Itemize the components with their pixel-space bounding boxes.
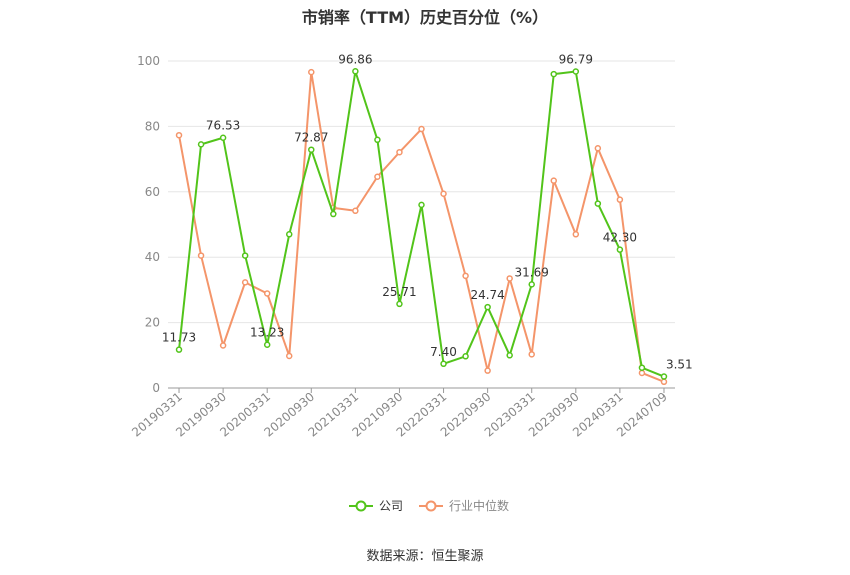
- data-point: [418, 125, 425, 133]
- y-tick-label: 60: [145, 185, 160, 199]
- legend-swatch-marker: [425, 500, 437, 512]
- data-point: [219, 134, 227, 141]
- data-point: [440, 360, 447, 368]
- data-point: [638, 364, 646, 371]
- data-point: [572, 68, 580, 75]
- data-label: 42.30: [603, 231, 637, 245]
- data-point: [219, 342, 227, 349]
- series-lines: [175, 68, 668, 386]
- data-point: [616, 246, 624, 253]
- data-point: [396, 148, 403, 156]
- data-point: [616, 196, 624, 203]
- data-point: [550, 70, 558, 78]
- y-tick-label: 0: [152, 381, 160, 395]
- data-label: 7.40: [430, 345, 457, 359]
- data-point: [506, 275, 513, 282]
- data-point: [263, 290, 271, 297]
- data-point: [550, 177, 558, 184]
- data-point: [374, 173, 381, 181]
- y-tick-label: 100: [137, 54, 160, 68]
- data-point: [528, 281, 535, 288]
- data-point: [175, 131, 183, 139]
- y-tick-label: 20: [145, 316, 160, 330]
- y-tick-label: 40: [145, 250, 160, 264]
- data-point: [308, 146, 315, 153]
- data-point: [484, 303, 491, 311]
- chart-title: 市销率（TTM）历史百分位（%）: [301, 8, 549, 27]
- data-label: 24.74: [470, 288, 504, 302]
- source-note: 数据来源：恒生聚源: [366, 549, 484, 564]
- data-point: [594, 200, 602, 207]
- data-point: [263, 341, 271, 348]
- data-point: [285, 352, 293, 360]
- data-label: 11.73: [162, 331, 196, 345]
- data-labels: 11.73 76.53 13.23 72.87 96.86 25.71 7.40 24.74 3…: [162, 52, 693, 371]
- data-point: [660, 373, 668, 380]
- data-label: 72.87: [294, 131, 328, 145]
- x-axis: 2019033120190930202003312020093020210331…: [129, 387, 675, 440]
- data-point: [462, 353, 469, 360]
- data-point: [197, 252, 205, 259]
- data-point: [660, 378, 668, 386]
- data-point: [572, 231, 580, 238]
- data-label: 13.23: [250, 326, 284, 340]
- data-point: [285, 231, 293, 238]
- data-point: [594, 145, 602, 152]
- data-point: [175, 346, 183, 353]
- legend-item[interactable]: 行业中位数: [419, 498, 509, 513]
- data-label: 96.79: [559, 52, 593, 66]
- data-point: [396, 300, 403, 308]
- data-label: 96.86: [338, 52, 372, 66]
- data-point: [484, 367, 491, 374]
- data-label: 76.53: [206, 119, 240, 133]
- data-point: [440, 190, 447, 198]
- data-label: 31.69: [515, 265, 549, 279]
- data-label: 3.51: [666, 358, 693, 372]
- legend-label: 公司: [379, 499, 403, 513]
- y-tick-label: 80: [145, 119, 160, 133]
- data-point: [418, 201, 425, 209]
- data-point: [330, 210, 337, 218]
- data-point: [506, 352, 513, 359]
- data-point: [241, 252, 249, 259]
- data-point: [528, 351, 535, 358]
- data-point: [241, 279, 249, 286]
- data-point: [352, 68, 359, 75]
- data-point: [374, 136, 381, 144]
- data-label: 25.71: [382, 285, 416, 299]
- legend-label: 行业中位数: [449, 498, 509, 513]
- y-axis: 0 20 40 60 80 100: [137, 54, 160, 395]
- data-point: [462, 272, 469, 280]
- data-point: [308, 68, 315, 76]
- legend-item[interactable]: 公司: [349, 499, 403, 513]
- legend[interactable]: 公司 行业中位数: [349, 498, 509, 513]
- legend-swatch-marker: [355, 500, 367, 512]
- data-point: [197, 141, 205, 148]
- data-point: [352, 207, 359, 215]
- data-point: [638, 369, 646, 377]
